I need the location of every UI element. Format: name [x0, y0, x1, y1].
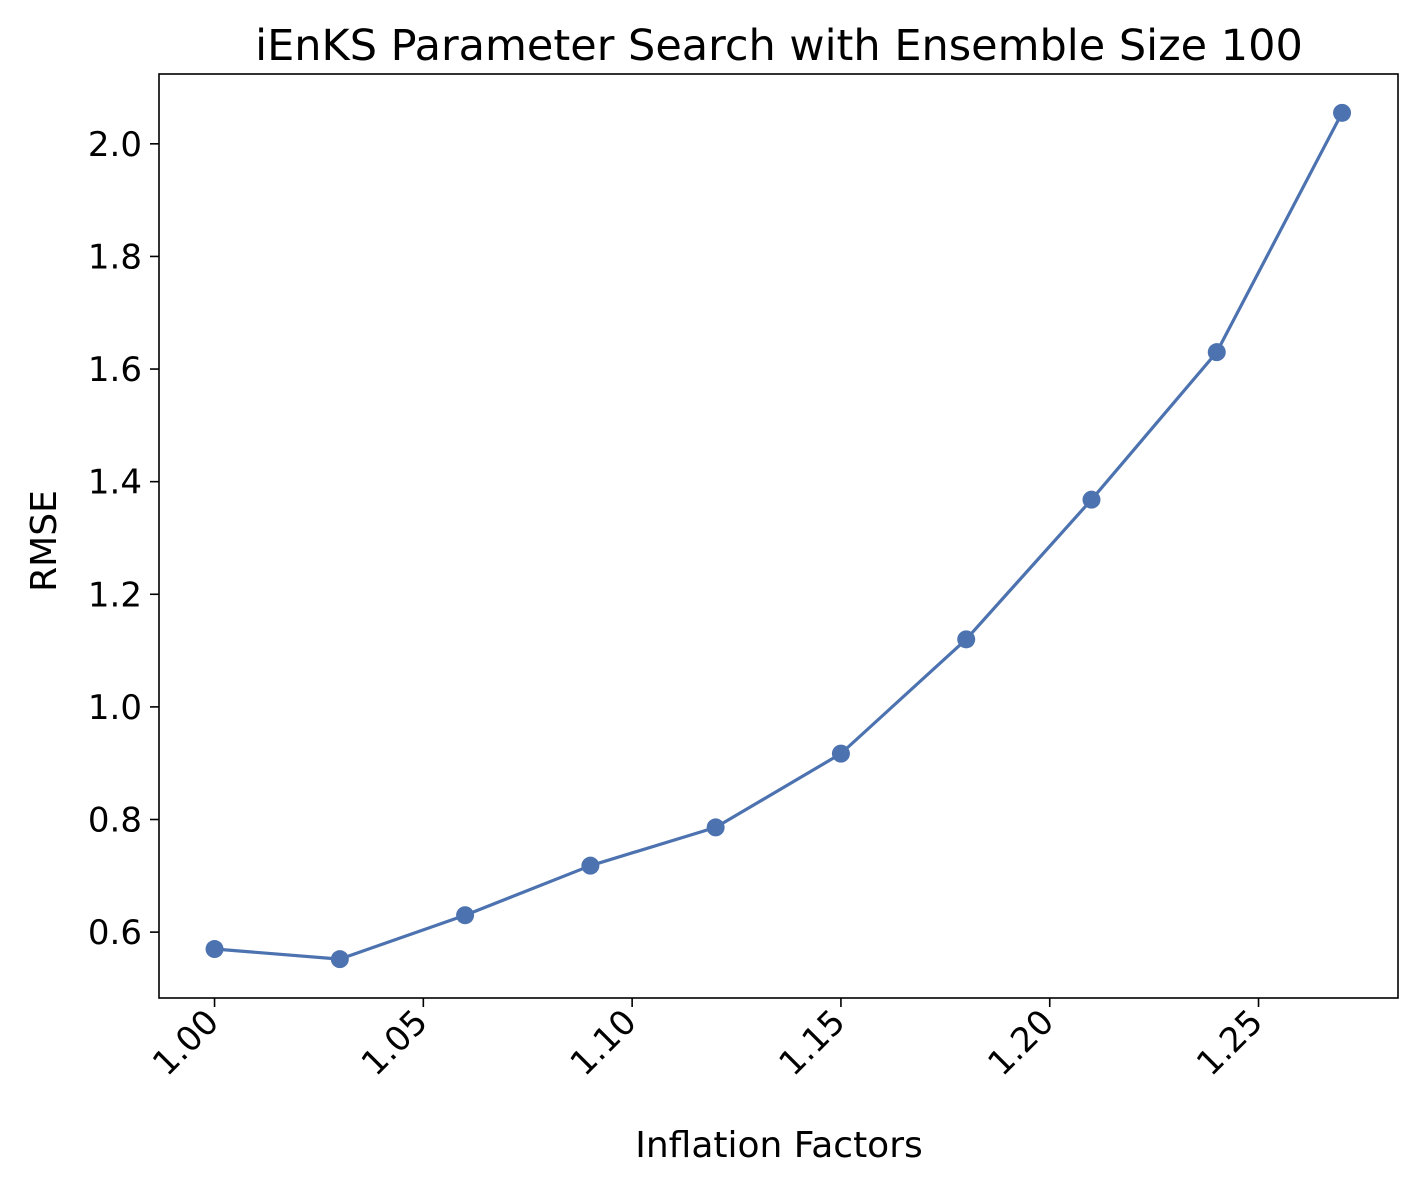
y-tick-label: 1.8: [88, 237, 142, 277]
y-tick-label: 1.4: [88, 463, 142, 503]
series-layer: [205, 103, 1352, 969]
y-tick-label: 1.6: [88, 350, 142, 390]
x-tick-label: 1.25: [1189, 1002, 1271, 1084]
chart-title: iEnKS Parameter Search with Ensemble Siz…: [255, 21, 1303, 71]
data-point: [706, 818, 725, 837]
y-tick-label: 1.0: [88, 688, 142, 728]
data-point: [1082, 490, 1101, 509]
x-axis-label: Inflation Factors: [635, 1125, 923, 1166]
x-tick-label: 1.10: [563, 1002, 645, 1084]
series-line: [214, 112, 1344, 961]
x-tick-label: 1.15: [771, 1002, 853, 1084]
x-tick-label: 1.00: [145, 1002, 227, 1084]
data-point: [205, 940, 224, 959]
y-tick-label: 0.8: [88, 801, 142, 841]
x-axis-ticks: 1.00 1.05 1.10 1.15 1.20 1.25: [145, 998, 1271, 1084]
data-point: [1333, 103, 1352, 122]
x-tick-label: 1.20: [980, 1002, 1062, 1084]
data-point: [330, 950, 349, 969]
data-point: [957, 630, 976, 649]
y-tick-label: 1.2: [88, 575, 142, 615]
y-axis-label: RMSE: [24, 490, 65, 592]
data-point: [456, 906, 475, 925]
x-tick-label: 1.05: [354, 1002, 436, 1084]
plot-area-frame: [158, 73, 1399, 999]
y-tick-label: 2.0: [88, 125, 142, 165]
data-point: [581, 856, 600, 875]
data-point: [1207, 343, 1226, 362]
y-tick-label: 0.6: [88, 913, 142, 953]
y-axis-ticks: 0.6 0.8 1.0 1.2 1.4 1.6 1.8 2.0: [88, 125, 159, 953]
data-point: [831, 744, 850, 763]
